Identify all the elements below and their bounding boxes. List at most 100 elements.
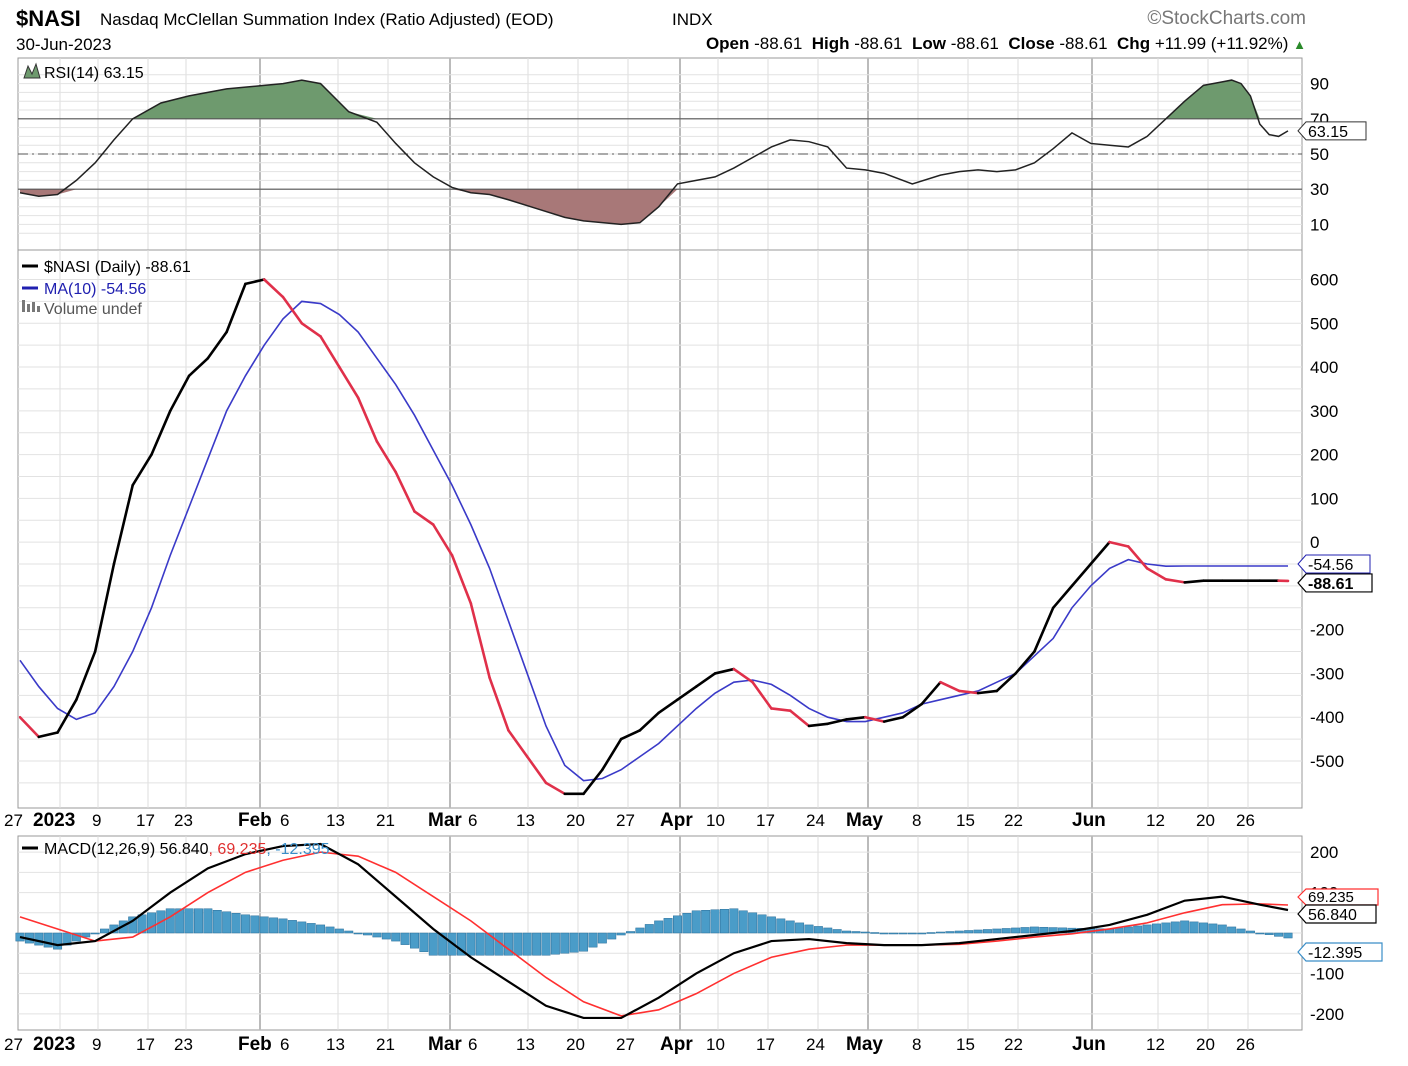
nasi-segment-34 <box>638 711 660 732</box>
macd-hist-bar-18 <box>184 908 194 934</box>
macd-hist-bar-134 <box>1274 932 1284 937</box>
macd-hist-bar-95 <box>907 932 917 935</box>
x-axis-label-0-11: 13 <box>516 811 535 830</box>
macd-hist-bar-53 <box>513 932 523 956</box>
x-axis-label-1-10: 6 <box>468 1035 477 1054</box>
nasi-segment-1 <box>18 715 41 739</box>
volume-legend-text: Volume undef <box>44 301 142 318</box>
hist-current-tag <box>1297 942 1383 962</box>
nasi-segment-59 <box>1108 540 1130 548</box>
rsi-legend-text: RSI(14) 63.15 <box>44 65 144 82</box>
x-axis-label-1-6: 6 <box>280 1035 289 1054</box>
x-axis-label-0-16: 17 <box>756 811 775 830</box>
nasi-segment-43 <box>807 722 830 728</box>
macd-legend-part-1: , 69.235 <box>209 841 267 858</box>
nasi-segment-33 <box>619 729 642 741</box>
nasi-segment-40 <box>751 680 773 710</box>
macd-hist-bar-125 <box>1189 921 1199 934</box>
macd-hist-bar-28 <box>278 918 288 934</box>
nasi-segment-56 <box>1051 584 1074 610</box>
nasi-segment-25 <box>469 602 491 680</box>
macd-hist-bar-32 <box>316 924 326 934</box>
macd-hist-bar-45 <box>438 932 448 956</box>
macd-hist-bar-9 <box>100 928 110 934</box>
macd-hist-bar-92 <box>879 932 889 935</box>
macd-hist-bar-75 <box>719 908 729 934</box>
nasi-segment-45 <box>845 715 867 721</box>
up-arrow-icon: ▲ <box>1293 37 1306 52</box>
close-value: -88.61 <box>1059 34 1108 53</box>
macd-hist-bar-64 <box>616 932 626 936</box>
x-axis-label-1-8: 21 <box>376 1035 395 1054</box>
nasi-segment-24 <box>450 553 473 605</box>
macd-hist-bar-82 <box>785 920 795 934</box>
macd-hist-bar-19 <box>193 908 203 934</box>
macd-hist-bar-93 <box>889 932 898 935</box>
nasi-segment-32 <box>601 737 623 772</box>
chg-label: Chg <box>1117 34 1151 53</box>
macd-hist-bar-4 <box>53 932 63 950</box>
x-axis-label-0-25: 26 <box>1236 811 1255 830</box>
x-axis-label-0-23: 12 <box>1146 811 1165 830</box>
macd-y-tick-200: 200 <box>1310 843 1338 862</box>
nasi-segment-17 <box>319 335 341 369</box>
nasi-segment-55 <box>1033 606 1055 653</box>
macd-hist-bar-99 <box>945 931 955 934</box>
rsi-legend-icon <box>23 62 41 79</box>
macd-hist-bar-43 <box>419 932 429 952</box>
macd-hist-bar-80 <box>766 916 776 934</box>
nasi-segment-58 <box>1089 540 1111 566</box>
macd-signal-line <box>19 851 1289 1017</box>
chart-header: $NASI Nasdaq McClellan Summation Index (… <box>16 4 1306 58</box>
macd-hist-bar-71 <box>682 913 692 934</box>
nasi-segment-36 <box>676 685 698 702</box>
nasi-segment-57 <box>1070 562 1093 588</box>
macd-hist-bar-30 <box>297 921 307 934</box>
macd-hist-bar-51 <box>494 932 504 956</box>
rsi-overbought-fill <box>20 80 1288 119</box>
macd-hist-bar-44 <box>428 932 438 956</box>
x-axis-label-1-16: 17 <box>756 1035 775 1054</box>
price-y-tick-500: 500 <box>1310 314 1338 333</box>
x-axis-label-0-21: 22 <box>1004 811 1023 830</box>
macd-hist-bar-20 <box>203 908 213 934</box>
nasi-segment-49 <box>920 680 942 706</box>
x-axis-label-1-23: 12 <box>1146 1035 1165 1054</box>
macd-hist-bar-118 <box>1123 926 1133 934</box>
nasi-segment-35 <box>657 698 679 715</box>
macd-hist-bar-35 <box>344 930 354 934</box>
nasi-segment-27 <box>507 729 529 758</box>
x-axis-label-1-22: Jun <box>1072 1034 1106 1055</box>
macd-hist-bar-76 <box>729 908 739 934</box>
macd-hist-bar-31 <box>306 923 316 934</box>
nasi-segment-16 <box>300 321 322 338</box>
nasi-segment-51 <box>957 689 980 695</box>
nasi-segment-62 <box>1164 578 1186 584</box>
nasi-segment-3 <box>56 698 78 734</box>
rsi-current-tag <box>1297 121 1367 141</box>
macd-hist-bar-74 <box>710 909 720 934</box>
close-label: Close <box>1008 34 1055 53</box>
nasi-legend-text: $NASI (Daily) -88.61 <box>44 259 191 276</box>
macd-hist-bar-50 <box>485 932 495 956</box>
low-value: -88.61 <box>950 34 999 53</box>
macd-hist-bar-129 <box>1227 926 1237 934</box>
macd-hist-bar-42 <box>410 932 419 949</box>
rsi-y-tick-30: 30 <box>1310 180 1329 199</box>
price-y-tick-600: 600 <box>1310 271 1338 290</box>
nasi-segment-53 <box>995 672 1017 693</box>
x-axis-label-0-18: May <box>846 810 883 831</box>
price-y-tick-400: 400 <box>1310 358 1338 377</box>
close-current-label: -88.61 <box>1308 576 1353 593</box>
volume-legend-bar-2 <box>27 304 30 312</box>
macd-hist-bar-86 <box>823 927 833 934</box>
x-axis-label-1-0: 27 <box>4 1035 23 1054</box>
open-label: Open <box>705 34 750 53</box>
macd-hist-bar-37 <box>363 932 373 936</box>
macd-hist-bar-49 <box>475 932 485 956</box>
macd-hist-bar-66 <box>635 927 645 934</box>
macd-hist-bar-38 <box>372 932 382 938</box>
stockcharts-watermark[interactable]: ©StockCharts.com <box>1147 8 1306 29</box>
x-axis-label-1-25: 26 <box>1236 1035 1255 1054</box>
price-y-tick-0: 0 <box>1310 533 1319 552</box>
